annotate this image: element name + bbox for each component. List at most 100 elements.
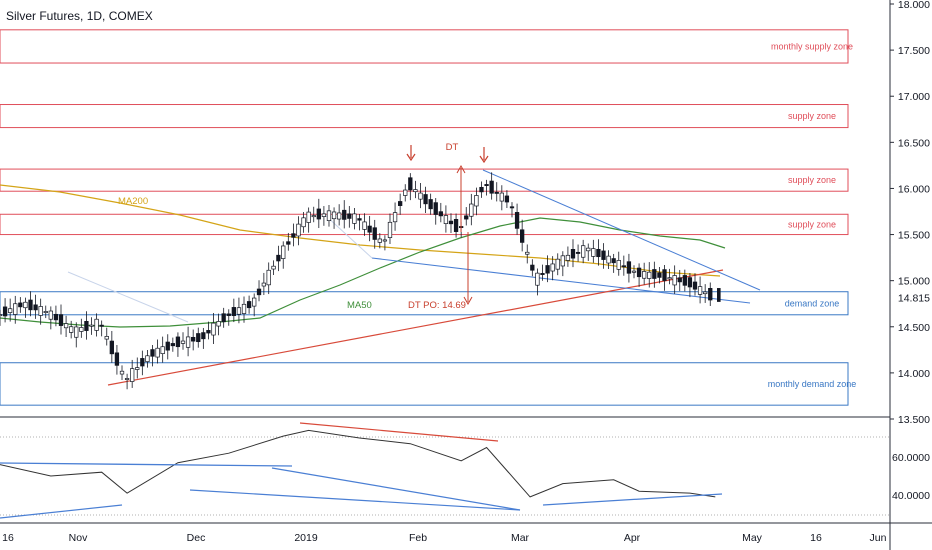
candle-body [596,248,601,258]
candle-body [43,311,48,313]
candle-body [109,340,114,355]
time-tick-label: Dec [187,532,206,544]
time-tick-label: 16 [810,532,822,544]
ma50-line [0,217,726,328]
candle-body [99,324,104,327]
candle-body [266,269,271,286]
candle-body [535,272,540,286]
candle-body [504,195,510,203]
candle-body [509,206,515,209]
candle-body [672,275,677,286]
candle-body [611,258,616,264]
candle-body [8,308,13,313]
candle-body [201,332,206,340]
candle-body [433,202,438,215]
candle-body [342,209,347,220]
price-tick-label: 14.500 [898,322,930,334]
zone-box-demand [0,362,849,406]
candle-body [211,322,216,336]
candle-body [170,343,175,347]
candle-body [362,221,367,230]
dt-measure-arrow-icon [456,164,466,232]
price-tick-label: 17.000 [898,91,930,103]
candle-body [408,177,413,191]
candle-body [387,221,393,238]
rsi-tick-label: 60.0000 [892,452,930,464]
candle-body [464,215,469,220]
candle-body [104,336,109,340]
candle-body [336,212,342,220]
time-tick-label: Nov [69,532,88,544]
candle-body [357,218,362,221]
candle-body [398,201,403,206]
zone-label: supply zone [788,219,836,229]
candle-body [469,203,474,217]
dt-target-arrow-icon [463,232,473,306]
candle-body [586,247,591,252]
candle-body [311,215,316,218]
candle-body [525,251,530,255]
candle-body [418,192,423,200]
candle-body [423,194,428,205]
candle-body [621,265,626,268]
time-tick-label: Jun [870,532,887,544]
candle-body [657,272,662,278]
candle-body [165,341,170,351]
candle-body [591,248,596,257]
candle-body [677,277,682,283]
candle-body [321,213,327,217]
rsi-divergence-line [299,422,499,442]
rising-support-line [107,269,724,386]
price-tick-label: 16.500 [898,137,930,149]
candle-body [296,223,301,237]
time-tick-label: Mar [511,532,530,544]
current-price-label: 14.815 [898,293,930,305]
candle-body [489,180,494,194]
candle-body [94,318,99,331]
candle-body [565,254,571,261]
candle-body [0,314,3,317]
candle-body [241,303,247,314]
candle-body [276,254,281,262]
price-tick-label: 17.500 [898,45,930,57]
candle-body [261,282,267,287]
candle-body [48,310,53,320]
candle-body [570,249,576,259]
candle-body [140,358,145,367]
ma200-label: MA200 [118,196,148,207]
zone-box-supply [0,29,849,64]
candle-body [69,326,74,333]
zone-box-demand [0,291,849,316]
candle-body [119,370,125,375]
candle-body [216,321,221,327]
zone-box-supply [0,104,849,129]
candle-body [291,233,296,238]
price-tick-label: 13.500 [898,414,930,426]
faint-trend-line [324,214,373,259]
zone-box-supply [0,213,849,236]
candle-body [520,229,525,243]
candle-body [494,191,499,194]
candle-body [448,220,454,225]
candle-body [652,269,657,279]
candle-body [28,299,33,311]
candle-body [114,352,120,366]
candle-body [185,336,191,348]
rsi-trend-line [271,467,521,511]
candle-body [560,255,565,267]
candle-body [175,336,181,348]
rsi-tick-label: 40.0000 [892,490,930,502]
candle-body [130,368,135,382]
candle-body [89,324,94,327]
candle-body [150,349,155,357]
candle-body [84,320,89,331]
candle-body [301,217,306,228]
candle-body [642,271,647,279]
candle-body [33,304,38,311]
candle-body [347,213,352,219]
candle-body [575,251,581,254]
zone-label: demand zone [785,298,840,308]
candle-body [271,265,276,270]
zone-label: monthly demand zone [768,379,857,389]
